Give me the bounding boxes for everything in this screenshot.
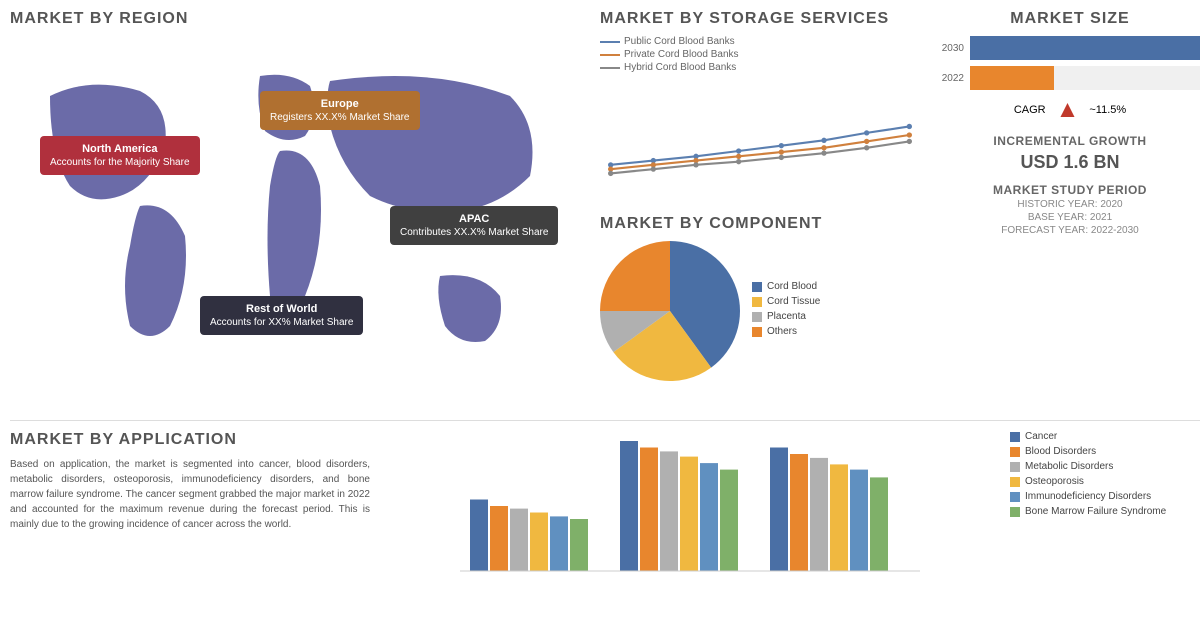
component-legend-item: Cord Blood xyxy=(752,281,820,292)
application-legend: Cancer Blood Disorders Metabolic Disorders… xyxy=(1010,431,1200,620)
world-map: North AmericaAccounts for the Majority S… xyxy=(10,36,590,376)
component-title: MARKET BY COMPONENT xyxy=(600,215,920,233)
region-badge: EuropeRegisters XX.X% Market Share xyxy=(260,91,420,130)
region-badge: North AmericaAccounts for the Majority S… xyxy=(40,136,200,175)
study-period-line: HISTORIC YEAR: 2020 xyxy=(930,199,1200,210)
size-bar-row: 2030 xyxy=(930,36,1200,60)
component-legend-item: Cord Tissue xyxy=(752,296,820,307)
application-legend-item: Osteoporosis xyxy=(1010,476,1200,487)
growth-heading: INCREMENTAL GROWTH xyxy=(930,134,1200,148)
application-legend-item: Bone Marrow Failure Syndrome xyxy=(1010,506,1200,517)
storage-line-chart xyxy=(600,75,920,195)
study-period-line: FORECAST YEAR: 2022-2030 xyxy=(930,225,1200,236)
application-legend-item: Cancer xyxy=(1010,431,1200,442)
application-legend-item: Immunodeficiency Disorders xyxy=(1010,491,1200,502)
storage-title: MARKET BY STORAGE SERVICES xyxy=(600,10,920,28)
market-by-region-panel: MARKET BY REGION North AmericaAccounts f… xyxy=(10,10,590,410)
application-title: MARKET BY APPLICATION xyxy=(10,431,370,449)
application-legend-item: Metabolic Disorders xyxy=(1010,461,1200,472)
arrow-up-icon: ▲ xyxy=(1056,96,1080,124)
application-legend-item: Blood Disorders xyxy=(1010,446,1200,457)
market-by-application-panel: MARKET BY APPLICATION Based on applicati… xyxy=(10,420,1200,620)
component-pie-chart xyxy=(600,241,740,381)
region-badge: APACContributes XX.X% Market Share xyxy=(390,206,558,245)
size-title: MARKET SIZE xyxy=(930,10,1200,28)
study-period-line: BASE YEAR: 2021 xyxy=(930,212,1200,223)
storage-legend-item: Hybrid Cord Blood Banks xyxy=(600,62,920,73)
region-title: MARKET BY REGION xyxy=(10,10,590,28)
cagr-value: ~11.5% xyxy=(1089,104,1126,116)
component-legend-item: Placenta xyxy=(752,311,820,322)
component-legend-item: Others xyxy=(752,326,820,337)
storage-legend-item: Private Cord Blood Banks xyxy=(600,49,920,60)
market-size-panel: MARKET SIZE 2030 2022 CAGR ▲ ~11.5% INCRE… xyxy=(930,10,1200,410)
cagr-row: CAGR ▲ ~11.5% xyxy=(930,96,1200,124)
storage-legend-item: Public Cord Blood Banks xyxy=(600,36,920,47)
application-bar-chart xyxy=(390,431,990,581)
storage-legend: Public Cord Blood Banks Private Cord Bloo… xyxy=(600,36,920,73)
component-panel: MARKET BY COMPONENT Cord Blood Cord Tissu… xyxy=(600,215,920,381)
storage-component-column: MARKET BY STORAGE SERVICES Public Cord B… xyxy=(600,10,920,410)
study-heading: MARKET STUDY PERIOD xyxy=(930,183,1200,197)
size-bar-row: 2022 xyxy=(930,66,1200,90)
component-legend: Cord Blood Cord Tissue Placenta Others xyxy=(752,281,820,341)
growth-value: USD 1.6 BN xyxy=(930,152,1200,173)
region-badge: Rest of WorldAccounts for XX% Market Sha… xyxy=(200,296,363,335)
application-text: Based on application, the market is segm… xyxy=(10,457,370,532)
cagr-label: CAGR xyxy=(1014,104,1046,116)
